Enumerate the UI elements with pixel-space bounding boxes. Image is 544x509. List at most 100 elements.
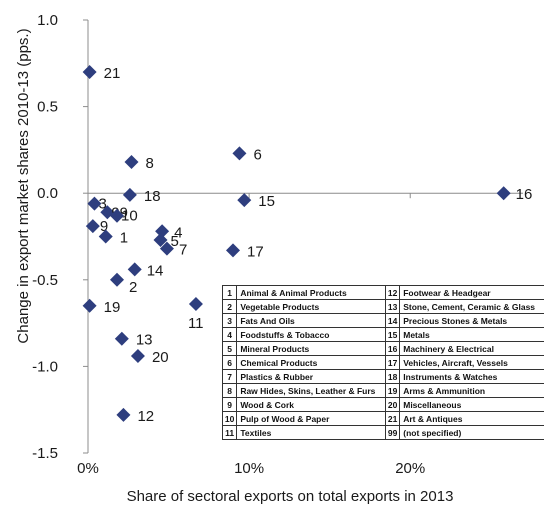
point-label-8: 8 — [146, 155, 154, 172]
x-tick-label: 20% — [395, 460, 425, 477]
legend-category: Plastics & Rubber — [236, 369, 386, 384]
point-label-11: 11 — [188, 315, 204, 332]
data-point-8 — [124, 155, 139, 170]
legend-code: 2 — [221, 299, 238, 314]
legend-category: Vehicles, Aircraft, Vessels — [399, 355, 544, 370]
data-point-5 — [153, 232, 168, 247]
legend-code: 6 — [221, 355, 238, 370]
legend-category: Mineral Products — [236, 341, 386, 356]
data-point-1 — [98, 229, 113, 244]
data-point-20 — [130, 349, 145, 364]
data-point-17 — [226, 243, 240, 258]
legend-row: 2 Vegetable Products 13 Stone, Cement, Cera… — [221, 299, 544, 314]
data-point-21 — [82, 64, 97, 79]
legend-code: 4 — [221, 327, 238, 342]
legend-code: 7 — [221, 369, 238, 384]
data-point-2 — [110, 272, 124, 287]
legend-category: Precious Stones & Metals — [399, 313, 544, 328]
legend-code: 5 — [221, 341, 238, 356]
point-label-7: 7 — [179, 242, 187, 259]
point-label-19: 19 — [104, 299, 121, 316]
legend-code: 11 — [221, 425, 238, 440]
y-tick-label: -0.5 — [32, 272, 58, 289]
point-label-16: 16 — [516, 186, 533, 203]
legend-code: 14 — [384, 313, 401, 328]
legend-category: Footwear & Headgear — [399, 285, 544, 300]
x-tick-label: 10% — [234, 460, 264, 477]
legend-category: Miscellaneous — [399, 397, 544, 412]
y-tick-label: 0.0 — [37, 185, 58, 202]
legend-code: 17 — [384, 355, 401, 370]
legend-row: 4 Foodstuffs & Tobacco 15 Metals — [221, 327, 544, 342]
point-label-4: 4 — [174, 224, 182, 241]
point-label-15: 15 — [258, 193, 275, 210]
legend-category: Stone, Cement, Ceramic & Glass — [399, 299, 544, 314]
data-point-6 — [232, 146, 247, 161]
point-label-18: 18 — [144, 188, 161, 205]
legend-row: 9 Wood & Cork 20 Miscellaneous — [221, 397, 544, 412]
y-tick-label: -1.5 — [32, 445, 58, 462]
legend-category: Vegetable Products — [236, 299, 386, 314]
x-tick-label: 0% — [77, 460, 99, 477]
x-axis-title: Share of sectoral exports on total expor… — [127, 488, 454, 505]
legend-category: Instruments & Watches — [399, 369, 544, 384]
data-points: 21861631815991091457171421911132012 — [82, 64, 533, 425]
legend-category: Pulp of Wood & Paper — [236, 411, 386, 426]
data-point-12 — [116, 407, 131, 422]
legend-category: Arms & Ammunition — [399, 383, 544, 398]
legend-code: 15 — [384, 327, 401, 342]
data-point-14 — [127, 262, 142, 277]
legend-category: Fats And Oils — [236, 313, 386, 328]
data-point-3 — [87, 196, 102, 211]
legend-code: 99 — [384, 425, 401, 440]
point-label-6: 6 — [253, 146, 261, 163]
point-label-2: 2 — [129, 279, 137, 296]
legend-row: 3 Fats And Oils 14 Precious Stones & Metals — [221, 313, 544, 328]
legend-category: Animal & Animal Products — [236, 285, 386, 300]
legend-code: 13 — [384, 299, 401, 314]
legend-category: Foodstuffs & Tobacco — [236, 327, 386, 342]
legend-code: 9 — [221, 397, 238, 412]
data-point-10 — [110, 208, 124, 223]
legend-category: (not specified) — [399, 425, 544, 440]
legend-category: Art & Antiques — [399, 411, 544, 426]
legend-code: 12 — [384, 285, 401, 300]
legend-code: 18 — [384, 369, 401, 384]
legend-code: 19 — [384, 383, 401, 398]
data-point-9 — [85, 219, 100, 234]
category-legend-table: 1 Animal & Animal Products 12 Footwear & He… — [221, 285, 544, 440]
legend-row: 8 Raw Hides, Skins, Leather & Furs 19 Arms … — [221, 383, 544, 398]
y-axis-title: Change in export market shares 2010-13 (… — [15, 28, 32, 343]
legend-row: 10 Pulp of Wood & Paper 21 Art & Antiques — [221, 411, 544, 426]
legend-code: 1 — [221, 285, 238, 300]
data-point-16 — [496, 186, 511, 201]
point-label-5: 5 — [171, 233, 179, 250]
axes: 1.0 0.5 0.0 -0.5 -1.0 -1.5 0% 10% 20% — [32, 12, 523, 477]
point-label-10: 10 — [121, 208, 138, 225]
legend-code: 20 — [384, 397, 401, 412]
point-label-12: 12 — [137, 408, 154, 425]
y-tick-label: 1.0 — [37, 12, 58, 29]
legend-row: 1 Animal & Animal Products 12 Footwear & He… — [221, 285, 544, 300]
legend-row: 7 Plastics & Rubber 18 Instruments & Watche… — [221, 369, 544, 384]
data-point-13 — [114, 331, 129, 346]
legend-code: 16 — [384, 341, 401, 356]
y-tick-label: -1.0 — [32, 358, 58, 375]
point-label-13: 13 — [136, 332, 153, 349]
data-point-19 — [82, 298, 97, 313]
legend-category: Textiles — [236, 425, 386, 440]
legend-category: Wood & Cork — [236, 397, 386, 412]
legend-category: Raw Hides, Skins, Leather & Furs — [236, 383, 386, 398]
data-point-18 — [122, 187, 137, 202]
point-label-21: 21 — [104, 65, 121, 82]
point-label-9: 9 — [100, 218, 108, 235]
point-label-14: 14 — [147, 262, 164, 279]
legend-row: 11 Textiles 99 (not specified) — [221, 425, 544, 440]
data-point-15 — [237, 193, 252, 208]
legend-category: Metals — [399, 327, 544, 342]
legend-category: Chemical Products — [236, 355, 386, 370]
point-label-17: 17 — [247, 243, 264, 260]
legend-code: 8 — [221, 383, 238, 398]
legend-code: 21 — [384, 411, 401, 426]
